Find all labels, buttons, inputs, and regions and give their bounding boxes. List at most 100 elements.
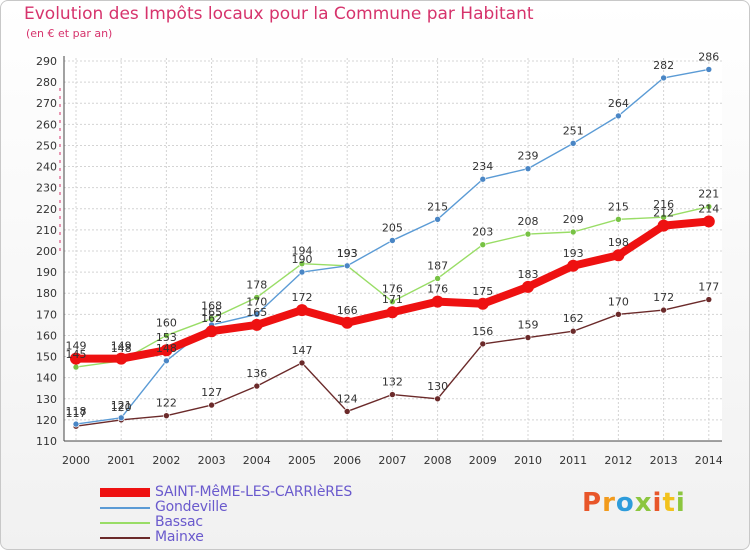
data-point-mainxe: [434, 395, 441, 403]
data-point-mainxe: [615, 311, 622, 318]
data-point-bassac: [434, 275, 441, 282]
data-label-saint-meme: 172: [292, 291, 313, 304]
logo-letter: t: [662, 488, 676, 518]
data-point-gondeville: [117, 414, 125, 422]
data-point-mainxe: [163, 412, 170, 419]
data-point-bassac: [705, 203, 713, 210]
data-label-bassac: 221: [698, 188, 719, 201]
data-point-mainxe: [479, 340, 487, 348]
x-tick-label: 2006: [333, 454, 361, 467]
data-point-mainxe: [524, 334, 532, 341]
data-point-gondeville: [434, 216, 441, 223]
data-point-mainxe: [569, 327, 577, 335]
data-label-gondeville: 190: [292, 253, 313, 266]
data-label-mainxe: 132: [382, 376, 403, 389]
data-label-mainxe: 130: [427, 380, 448, 393]
data-point-gondeville: [72, 420, 80, 428]
data-label-mainxe: 120: [111, 401, 132, 414]
data-label-saint-meme: 183: [518, 268, 539, 281]
y-tick-label: 150: [36, 351, 57, 364]
data-point-gondeville: [660, 74, 667, 82]
proxiti-logo: Proxiti: [582, 488, 686, 518]
data-point-mainxe: [389, 391, 396, 398]
data-label-saint-meme: 175: [472, 285, 493, 298]
data-point-bassac: [615, 216, 622, 223]
data-label-bassac: 148: [111, 342, 132, 355]
y-tick-label: 170: [36, 308, 57, 321]
y-tick-label: 220: [36, 203, 57, 216]
data-point-mainxe: [705, 296, 713, 303]
x-tick-label: 2005: [288, 454, 316, 467]
chart-subtitle: (en € et par an): [26, 27, 113, 40]
data-point-bassac: [298, 260, 306, 267]
data-label-bassac: 216: [653, 198, 674, 211]
y-tick-label: 240: [36, 161, 57, 174]
data-label-gondeville: 193: [337, 247, 358, 260]
x-tick-label: 2011: [559, 454, 587, 467]
data-label-bassac: 187: [427, 259, 448, 272]
data-label-mainxe: 136: [246, 367, 267, 380]
data-point-saint-meme: [70, 352, 82, 365]
chart-title: Evolution des Impôts locaux pour la Comm…: [24, 4, 534, 24]
data-point-saint-meme: [657, 219, 670, 232]
data-label-bassac: 208: [518, 215, 539, 228]
data-point-bassac: [569, 228, 577, 236]
data-label-mainxe: 147: [292, 344, 313, 357]
data-point-bassac: [208, 315, 215, 322]
data-point-bassac: [163, 332, 170, 339]
y-tick-label: 290: [36, 55, 57, 68]
data-point-bassac: [253, 294, 261, 301]
y-tick-label: 210: [36, 224, 57, 237]
data-point-saint-meme: [341, 316, 354, 329]
x-tick-label: 2013: [650, 454, 678, 467]
data-point-saint-meme: [386, 306, 399, 319]
data-label-gondeville: 286: [698, 50, 719, 63]
y-tick-label: 160: [36, 329, 57, 342]
y-tick-label: 230: [36, 182, 57, 195]
data-point-mainxe: [298, 359, 306, 367]
data-point-gondeville: [163, 357, 170, 365]
data-point-mainxe: [343, 408, 351, 415]
data-label-gondeville: 148: [156, 342, 177, 355]
data-label-mainxe: 124: [337, 392, 358, 405]
y-tick-label: 270: [36, 97, 57, 110]
data-label-mainxe: 162: [563, 312, 584, 325]
data-label-saint-meme: 176: [427, 283, 448, 296]
data-label-bassac: 215: [608, 200, 629, 213]
legend-swatch-bassac: [100, 522, 150, 524]
x-tick-label: 2001: [107, 454, 135, 467]
data-label-mainxe: 159: [518, 319, 539, 332]
data-point-saint-meme: [702, 215, 715, 228]
data-label-bassac: 193: [337, 247, 358, 260]
x-tick-label: 2003: [198, 454, 226, 467]
data-point-gondeville: [298, 268, 306, 276]
legend-swatch-saint-meme: [100, 488, 150, 497]
data-label-bassac: 178: [246, 278, 267, 291]
data-point-gondeville: [343, 262, 351, 270]
data-label-saint-meme: 198: [608, 236, 629, 249]
x-tick-label: 2009: [469, 454, 497, 467]
data-point-saint-meme: [250, 318, 263, 331]
data-label-bassac: 168: [201, 300, 222, 313]
data-point-gondeville: [389, 237, 396, 244]
data-point-gondeville: [615, 112, 622, 120]
data-label-gondeville: 215: [427, 200, 448, 213]
data-point-saint-meme: [115, 352, 128, 365]
data-label-gondeville: 205: [382, 221, 403, 234]
data-point-saint-meme: [160, 344, 173, 357]
x-tick-label: 2014: [695, 454, 723, 467]
data-label-saint-meme: 149: [66, 340, 87, 353]
legend-label-mainxe: Mainxe: [155, 529, 204, 545]
data-label-bassac: 160: [156, 316, 177, 329]
y-tick-label: 200: [36, 245, 57, 258]
y-tick-label: 110: [36, 435, 57, 448]
data-label-saint-meme: 162: [201, 312, 222, 325]
y-tick-label: 180: [36, 287, 57, 300]
data-point-gondeville: [479, 175, 487, 183]
legend-label-bassac: Bassac: [155, 514, 203, 530]
data-label-saint-meme: 149: [111, 340, 132, 353]
legend-label-saint-meme: SAINT-MêME-LES-CARRIèRES: [155, 484, 353, 500]
data-point-gondeville: [253, 311, 261, 318]
data-label-mainxe: 156: [472, 325, 493, 338]
y-tick-label: 280: [36, 76, 57, 89]
